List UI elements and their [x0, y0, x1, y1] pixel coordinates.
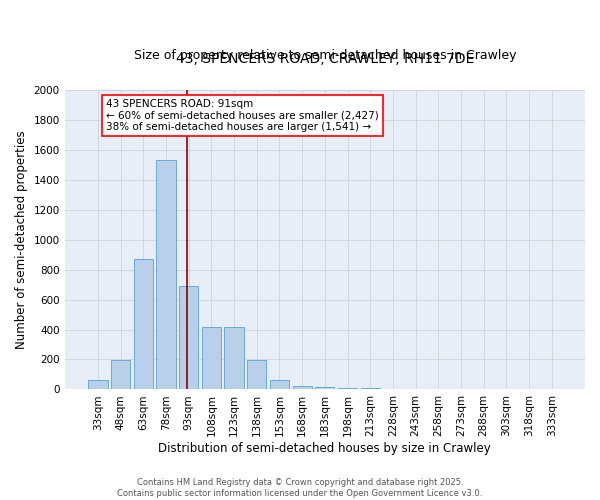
X-axis label: Distribution of semi-detached houses by size in Crawley: Distribution of semi-detached houses by … [158, 442, 491, 455]
Bar [224, 328, 244, 390]
Y-axis label: Number of semi-detached properties: Number of semi-detached properties [15, 130, 28, 349]
Bar [338, 388, 357, 390]
Bar [270, 380, 289, 390]
Bar [111, 360, 130, 390]
Title: Size of property relative to semi-detached houses in Crawley: Size of property relative to semi-detach… [134, 49, 516, 62]
Bar [179, 286, 199, 390]
Bar [134, 259, 153, 390]
Text: Contains HM Land Registry data © Crown copyright and database right 2025.
Contai: Contains HM Land Registry data © Crown c… [118, 478, 482, 498]
Text: 43 SPENCERS ROAD: 91sqm
← 60% of semi-detached houses are smaller (2,427)
38% of: 43 SPENCERS ROAD: 91sqm ← 60% of semi-de… [106, 99, 379, 132]
Bar [88, 380, 107, 390]
Bar [315, 387, 334, 390]
Text: 43, SPENCERS ROAD, CRAWLEY, RH11 7DE: 43, SPENCERS ROAD, CRAWLEY, RH11 7DE [176, 52, 474, 66]
Bar [247, 360, 266, 390]
Bar [293, 386, 312, 390]
Bar [361, 388, 380, 390]
Bar [202, 328, 221, 390]
Bar [157, 160, 176, 390]
